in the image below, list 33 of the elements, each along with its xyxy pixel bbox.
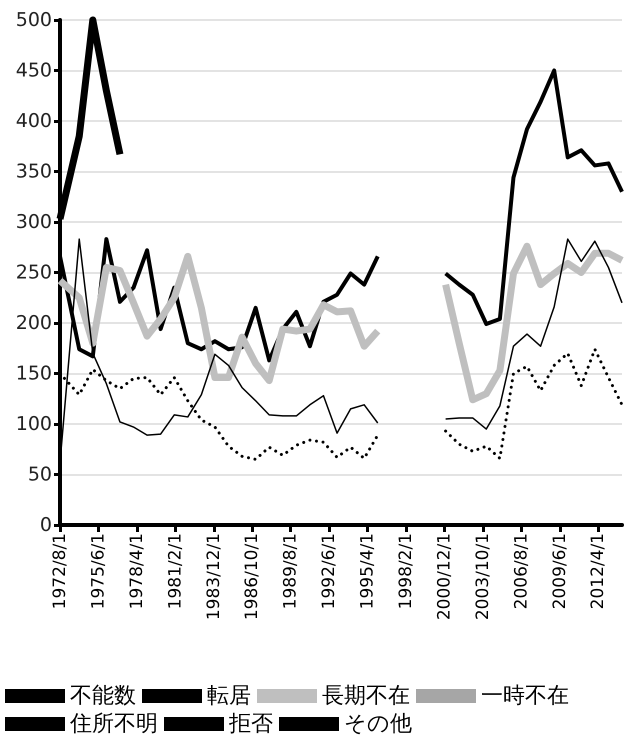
y-tick-label: 200: [16, 312, 52, 334]
x-tick-label: 1972/8/1: [50, 533, 70, 610]
y-tick-label: 0: [40, 514, 52, 536]
x-tick-label: 1989/8/1: [280, 533, 301, 610]
x-tick-label: 1981/2/1: [165, 533, 186, 610]
x-tick-label: 1983/12/1: [204, 533, 224, 620]
legend-label: 住所不明: [69, 712, 158, 736]
legend-label: 転居: [207, 684, 251, 708]
x-tick-label: 1998/2/1: [396, 533, 416, 610]
y-tick-label: 350: [16, 160, 52, 182]
x-tick-label: 2009/6/1: [550, 533, 570, 610]
x-tick-label: 2006/8/1: [511, 533, 532, 610]
legend-label: 一時不在: [481, 684, 569, 708]
y-tick-label: 400: [16, 110, 52, 132]
x-tick-label: 1986/10/1: [242, 533, 262, 620]
y-tick-label: 450: [16, 60, 52, 82]
x-tick-label: 1995/4/1: [358, 533, 378, 610]
y-tick-label: 500: [16, 9, 52, 31]
y-tick-label: 50: [28, 464, 52, 486]
legend-label: その他: [344, 712, 412, 736]
x-tick-label: 2000/12/1: [434, 533, 454, 620]
legend-label: 拒否: [228, 712, 273, 736]
x-tick-label: 1975/6/1: [88, 533, 108, 610]
y-tick-label: 300: [16, 211, 52, 233]
y-tick-label: 250: [16, 262, 52, 284]
x-tick-label: 1978/4/1: [126, 533, 147, 610]
y-tick-label: 100: [16, 413, 52, 435]
x-tick-label: 2003/10/1: [472, 533, 493, 620]
legend-label: 不能数: [70, 684, 136, 708]
y-tick-label: 150: [16, 362, 52, 384]
x-tick-label: 1992/6/1: [319, 533, 340, 610]
x-tick-label: 2012/4/1: [588, 533, 608, 610]
legend-label: 長期不在: [322, 684, 410, 708]
